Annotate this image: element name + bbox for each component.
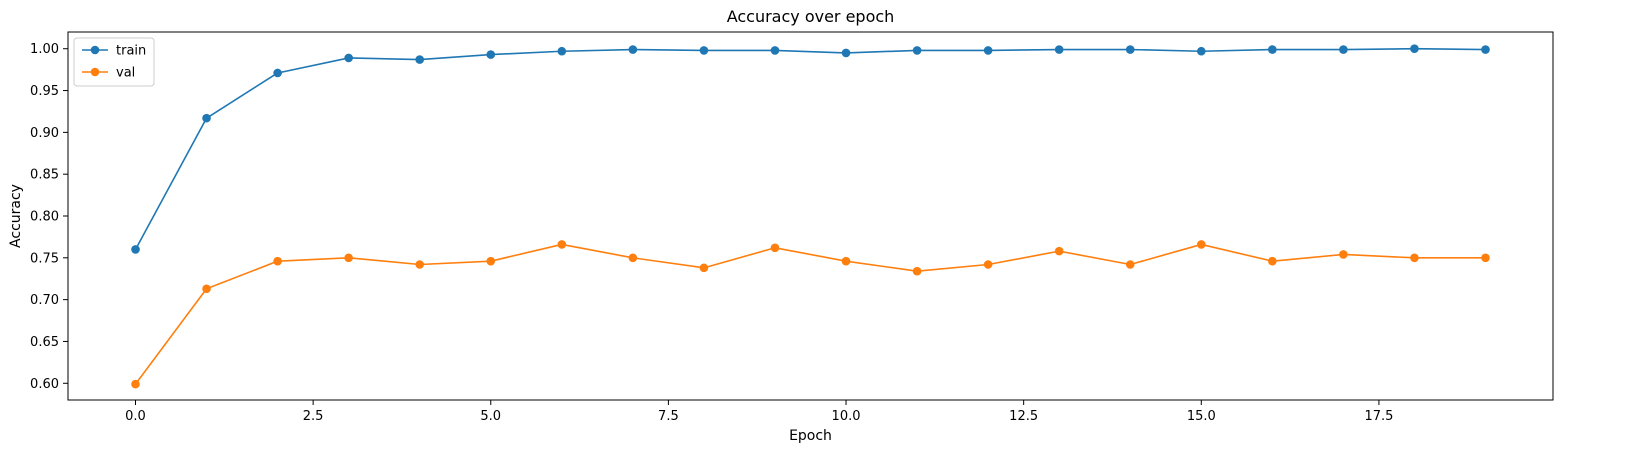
data-point-val: [1339, 250, 1348, 259]
x-tick-label: 10.0: [832, 409, 861, 424]
legend-marker-val: [90, 67, 100, 77]
y-tick-label: 0.85: [30, 168, 59, 183]
data-point-val: [912, 266, 922, 276]
x-tick-label: 17.5: [1364, 409, 1393, 424]
data-point-train: [1125, 45, 1135, 54]
data-point-train: [273, 68, 282, 78]
data-point-val: [1268, 256, 1277, 266]
legend-marker-train: [90, 45, 100, 55]
data-point-train: [1339, 45, 1348, 54]
data-point-val: [770, 243, 780, 253]
y-axis-label: Accuracy: [8, 184, 24, 248]
data-point-train: [983, 46, 993, 55]
data-point-train: [912, 46, 922, 55]
data-point-val: [344, 253, 353, 263]
data-point-val: [1054, 246, 1064, 256]
data-point-val: [131, 379, 140, 389]
y-tick-label: 0.80: [30, 210, 59, 225]
data-point-val: [1410, 253, 1419, 263]
data-point-val: [273, 256, 282, 266]
data-point-val: [983, 260, 993, 269]
x-tick-label: 0.0: [125, 409, 146, 424]
x-tick-label: 12.5: [1009, 409, 1038, 424]
data-point-val: [486, 256, 496, 266]
y-tick-label: 0.65: [30, 335, 59, 350]
series-train: [131, 44, 1490, 254]
data-point-val: [841, 256, 851, 266]
x-tick-label: 2.5: [303, 409, 324, 424]
data-point-val: [1196, 240, 1206, 249]
series-val: [131, 240, 1490, 389]
data-point-train: [557, 46, 567, 56]
data-point-val: [1481, 253, 1490, 263]
data-point-train: [1481, 45, 1490, 54]
data-point-val: [628, 253, 638, 263]
data-point-train: [1196, 46, 1206, 56]
y-tick-label: 0.60: [30, 377, 59, 392]
data-point-train: [770, 46, 780, 55]
legend: train val: [73, 37, 155, 87]
data-point-train: [699, 46, 709, 55]
series-line-val: [134, 243, 1486, 385]
y-tick-label: 0.75: [30, 251, 59, 266]
x-axis-label: Epoch: [789, 428, 832, 444]
data-point-train: [1054, 45, 1064, 54]
y-tick-label: 0.90: [30, 126, 59, 141]
data-point-train: [1268, 45, 1277, 54]
y-tick-label: 0.95: [30, 84, 59, 99]
x-tick-label: 15.0: [1187, 409, 1216, 424]
series-line-train: [134, 47, 1486, 250]
data-point-val: [415, 260, 425, 269]
data-point-train: [415, 55, 425, 64]
data-point-val: [699, 263, 709, 273]
axis-ticks: 0.0 2.5 5.0 7.5 10.0 12.5 15.0 17.5 0.60 0.65 0.70…: [30, 42, 1393, 424]
legend-label-val: val: [116, 66, 135, 81]
data-point-val: [557, 240, 567, 249]
data-point-train: [202, 113, 211, 123]
data-point-train: [344, 53, 353, 63]
y-tick-label: 1.00: [30, 42, 59, 57]
data-point-train: [1410, 44, 1419, 54]
data-point-train: [628, 45, 638, 54]
y-tick-label: 0.70: [30, 293, 59, 308]
x-tick-label: 7.5: [658, 409, 679, 424]
data-point-val: [202, 284, 211, 294]
legend-label-train: train: [116, 44, 146, 59]
data-point-train: [486, 50, 496, 59]
chart-title: Accuracy over epoch: [727, 7, 895, 26]
plot-area: [67, 31, 1554, 401]
data-point-train: [131, 245, 140, 254]
data-point-train: [841, 48, 851, 58]
data-point-val: [1125, 260, 1135, 269]
x-tick-label: 5.0: [480, 409, 501, 424]
